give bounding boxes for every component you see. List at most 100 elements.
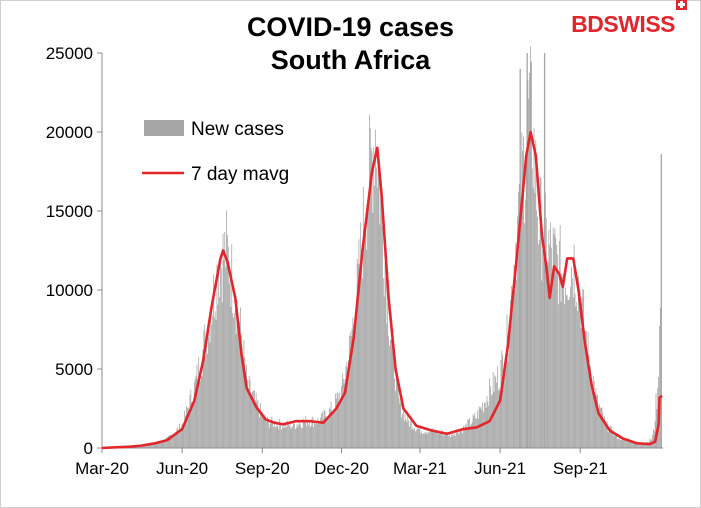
new-cases-bar	[178, 430, 179, 448]
new-cases-bar	[411, 429, 413, 448]
new-cases-bar	[653, 431, 655, 448]
new-cases-bar	[369, 128, 371, 448]
new-cases-bar	[371, 151, 373, 448]
new-cases-bar	[524, 199, 526, 448]
new-cases-bar	[330, 401, 332, 448]
new-cases-bar	[631, 440, 632, 448]
logo-text-swiss: SWISS	[603, 11, 675, 37]
new-cases-bar	[490, 395, 492, 448]
new-cases-bar	[290, 428, 292, 448]
new-cases-bar	[249, 380, 251, 448]
new-cases-bar	[353, 324, 355, 448]
new-cases-bar	[183, 425, 185, 448]
new-cases-bar	[429, 428, 431, 448]
new-cases-spike-bar	[529, 60, 532, 449]
new-cases-bar	[437, 429, 439, 448]
new-cases-bar	[276, 423, 278, 448]
new-cases-bar	[538, 240, 540, 448]
new-cases-bar	[314, 423, 316, 448]
new-cases-bar	[551, 273, 553, 448]
new-cases-bar	[622, 437, 624, 448]
new-cases-bar	[233, 313, 235, 448]
new-cases-bar	[254, 400, 256, 448]
new-cases-bar	[316, 424, 318, 448]
new-cases-bar	[404, 413, 406, 448]
new-cases-bar	[210, 320, 212, 448]
new-cases-bar	[453, 433, 455, 448]
new-cases-bar	[378, 167, 380, 449]
new-cases-bar	[428, 431, 430, 448]
new-cases-bar	[334, 411, 335, 448]
new-cases-bar	[500, 359, 502, 448]
new-cases-bar	[485, 407, 487, 448]
new-cases-bar	[321, 413, 322, 448]
new-cases-bar	[362, 187, 364, 449]
new-cases-bar	[468, 420, 470, 448]
new-cases-bar	[146, 444, 148, 448]
new-cases-bar	[282, 428, 284, 448]
x-tick-label: Mar-21	[393, 459, 447, 478]
legend-label-mavg: 7 day mavg	[191, 164, 289, 185]
new-cases-bar	[253, 390, 254, 448]
new-cases-bar	[215, 319, 217, 448]
new-cases-bar	[272, 420, 274, 448]
new-cases-bar	[193, 382, 195, 448]
chart-title: COVID-19 cases South Africa	[1, 11, 700, 77]
new-cases-bar	[186, 405, 187, 448]
new-cases-bar	[177, 427, 179, 448]
new-cases-bar	[571, 278, 573, 448]
new-cases-bar	[479, 408, 481, 448]
new-cases-bar	[578, 300, 580, 448]
new-cases-bar	[200, 376, 202, 448]
new-cases-bar	[179, 432, 181, 448]
new-cases-bar	[149, 444, 151, 448]
new-cases-bar	[592, 388, 593, 448]
new-cases-bar	[514, 290, 516, 448]
new-cases-bar	[647, 443, 649, 448]
new-cases-bar	[513, 265, 515, 448]
new-cases-bar	[476, 418, 477, 448]
new-cases-bar	[607, 432, 609, 448]
new-cases-bar	[216, 264, 218, 448]
new-cases-bar	[423, 433, 424, 448]
new-cases-bar	[521, 132, 523, 448]
new-cases-bar	[496, 382, 497, 448]
new-cases-bar	[173, 434, 174, 448]
new-cases-bar	[341, 385, 342, 448]
new-cases-bar	[634, 443, 636, 448]
new-cases-bar	[416, 429, 417, 448]
new-cases-bar	[406, 422, 408, 448]
new-cases-bar	[555, 237, 557, 448]
new-cases-bar	[511, 313, 513, 448]
new-cases-bar	[382, 226, 383, 448]
new-cases-bar	[480, 406, 482, 448]
new-cases-bar	[321, 411, 323, 448]
new-cases-bar	[633, 441, 635, 448]
new-cases-bar	[293, 420, 294, 448]
new-cases-bar	[248, 375, 250, 448]
new-cases-bar	[220, 267, 222, 448]
new-cases-bar	[572, 297, 574, 448]
new-cases-bar	[151, 443, 152, 448]
new-cases-bar	[375, 129, 376, 448]
new-cases-bar	[551, 247, 552, 448]
new-cases-bar	[379, 224, 381, 448]
new-cases-bar	[312, 416, 314, 448]
new-cases-bar	[402, 413, 403, 448]
new-cases-bar	[332, 410, 334, 448]
new-cases-bar	[628, 441, 630, 448]
new-cases-bar	[240, 334, 242, 448]
new-cases-bar	[191, 402, 193, 448]
new-cases-bar	[503, 378, 504, 448]
new-cases-bar	[170, 435, 172, 448]
new-cases-bar	[475, 418, 477, 448]
new-cases-bar	[242, 367, 244, 448]
new-cases-bar	[544, 192, 546, 448]
new-cases-bar	[227, 235, 228, 448]
new-cases-bar	[225, 267, 227, 448]
new-cases-bar	[265, 421, 267, 448]
new-cases-bar	[456, 432, 457, 448]
new-cases-bar	[517, 216, 518, 448]
new-cases-bar	[431, 431, 433, 448]
new-cases-bar	[533, 128, 535, 448]
